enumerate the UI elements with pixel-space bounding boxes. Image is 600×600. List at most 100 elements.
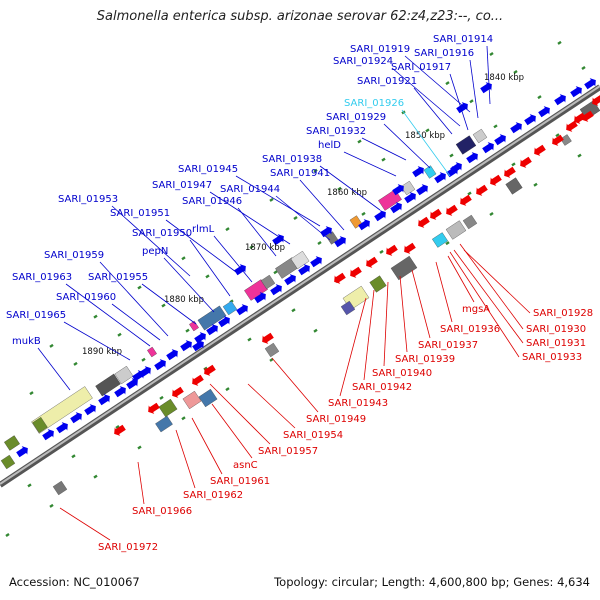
forward-gene-label: SARI_01959 <box>44 250 104 261</box>
reverse-gene-label: SARI_01966 <box>132 506 192 517</box>
tick-mark <box>445 241 450 246</box>
tick-mark <box>313 168 318 173</box>
reverse-gene-block <box>560 134 572 146</box>
reverse-gene-label: SARI_01943 <box>328 398 388 409</box>
tick-mark <box>557 40 562 45</box>
forward-gene-arrow <box>234 264 246 276</box>
leader-line <box>299 179 345 231</box>
forward-gene-arrow <box>358 219 370 231</box>
forward-gene-arrow <box>298 264 310 276</box>
tick-mark <box>273 270 278 275</box>
tick-mark <box>247 337 252 342</box>
reverse-gene-label: SARI_01936 <box>440 324 500 335</box>
reverse-gene-label: SARI_01939 <box>395 354 455 365</box>
reverse-gene-arrow <box>446 204 458 216</box>
reverse-gene-arrow <box>582 110 594 122</box>
tick-mark <box>27 483 32 488</box>
forward-gene-label: SARI_01938 <box>262 154 322 165</box>
reverse-gene-label: SARI_01962 <box>183 490 243 501</box>
forward-gene-arrow <box>206 324 218 336</box>
forward-gene-label: SARI_01944 <box>220 184 280 195</box>
tick-mark <box>317 241 322 246</box>
forward-gene-label: SARI_01950 <box>132 228 192 239</box>
leader-line <box>449 251 520 358</box>
forward-gene-block <box>472 128 488 144</box>
leader-line <box>361 137 407 161</box>
forward-gene-arrow <box>16 446 28 458</box>
forward-gene-arrow <box>270 284 282 296</box>
leader-line <box>447 255 475 303</box>
tick-mark <box>159 395 164 400</box>
reverse-gene-label: SARI_01931 <box>526 338 586 349</box>
tick-mark <box>577 153 582 158</box>
scale-label: 1850 kbp <box>405 131 445 141</box>
leader-line <box>59 507 111 541</box>
tick-mark <box>469 99 474 104</box>
leader-line <box>435 261 453 323</box>
leader-line <box>463 249 531 314</box>
tick-mark <box>533 182 538 187</box>
reverse-gene-arrow <box>172 386 184 398</box>
label-leaders <box>37 45 531 541</box>
leader-line <box>141 283 197 325</box>
tick-mark <box>49 343 54 348</box>
reverse-gene-arrow <box>262 332 274 344</box>
tick-mark <box>117 332 122 337</box>
tick-mark <box>205 274 210 279</box>
leader-line <box>235 175 321 227</box>
reverse-gene-arrow <box>386 244 398 256</box>
forward-gene-block <box>260 274 276 290</box>
reverse-gene-label: SARI_01954 <box>283 430 343 441</box>
tick-mark <box>93 314 98 319</box>
leader-line <box>343 151 397 177</box>
reverse-gene-arrow <box>366 256 378 268</box>
forward-gene-label: SARI_01947 <box>152 180 212 191</box>
tick-mark <box>361 211 366 216</box>
tick-mark <box>445 81 450 86</box>
forward-gene-arrow <box>42 429 54 441</box>
tick-mark <box>493 124 498 129</box>
forward-gene-label: mukB <box>12 336 41 347</box>
reverse-gene-label: asnC <box>233 460 258 471</box>
leader-line <box>401 109 451 177</box>
tick-mark <box>357 139 362 144</box>
reverse-gene-block <box>340 300 356 316</box>
reverse-gene-block <box>390 255 418 281</box>
forward-gene-arrow <box>154 359 166 371</box>
forward-gene-arrow <box>554 94 566 106</box>
forward-gene-block <box>114 365 134 385</box>
tick-mark <box>141 357 146 362</box>
map-title: Salmonella enterica subsp. arizonae sero… <box>96 9 504 24</box>
reverse-gene-arrow <box>334 272 346 284</box>
forward-gene-label: pepN <box>142 246 168 257</box>
gene-features <box>0 78 600 496</box>
tick-mark <box>225 387 230 392</box>
leader-line <box>319 165 381 211</box>
tick-mark <box>181 416 186 421</box>
leader-line <box>413 87 453 135</box>
scale-label: 1880 kbp <box>164 295 204 305</box>
forward-gene-label: SARI_01955 <box>88 272 148 283</box>
tick-mark <box>449 153 454 158</box>
forward-gene-arrow <box>494 134 506 146</box>
tick-mark <box>269 357 274 362</box>
leader-line <box>383 123 431 169</box>
reverse-gene-arrow <box>192 374 204 386</box>
reverse-gene-arrow <box>592 94 600 106</box>
forward-gene-block <box>189 320 199 332</box>
tick-mark <box>511 162 516 167</box>
forward-gene-block <box>4 435 20 451</box>
forward-gene-label: SARI_01917 <box>391 62 451 73</box>
forward-gene-label: SARI_01965 <box>6 310 66 321</box>
forward-gene-arrow <box>412 166 424 178</box>
reverse-gene-arrow <box>430 208 442 220</box>
reverse-gene-arrow <box>566 120 578 132</box>
reverse-gene-arrow <box>148 402 160 414</box>
forward-gene-block <box>31 386 93 434</box>
reverse-gene-block <box>198 388 218 408</box>
leader-line <box>363 289 375 381</box>
leader-line <box>459 243 524 330</box>
scale-label: 1860 kbp <box>327 188 367 198</box>
reverse-gene-arrow <box>574 112 586 124</box>
